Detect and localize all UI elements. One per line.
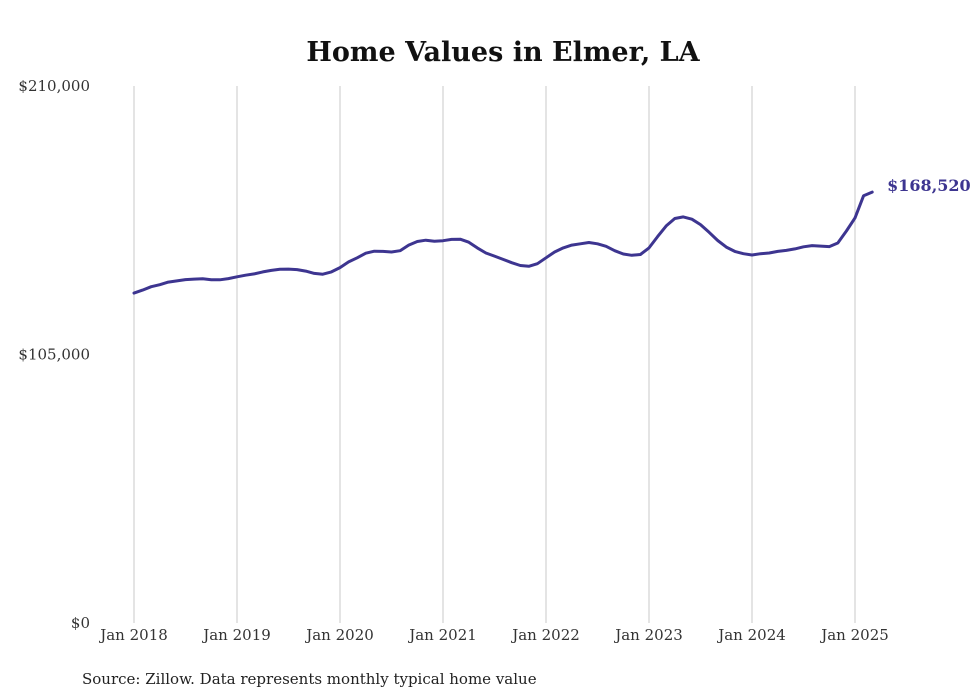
- x-tick-label: Jan 2018: [98, 626, 168, 644]
- x-tick-label: Jan 2021: [407, 626, 477, 644]
- grid-lines: [133, 86, 856, 623]
- x-tick-label: Jan 2022: [510, 626, 580, 644]
- x-tick-label: Jan 2023: [613, 626, 683, 644]
- y-tick-label: $0: [71, 614, 90, 632]
- chart-title: Home Values in Elmer, LA: [306, 37, 700, 68]
- x-tick-label: Jan 2019: [201, 626, 271, 644]
- y-tick-label: $105,000: [18, 346, 90, 364]
- latest-value-label: $168,520: [887, 176, 971, 195]
- x-tick-label: Jan 2020: [304, 626, 374, 644]
- source-note: Source: Zillow. Data represents monthly …: [82, 670, 537, 688]
- home-value-line: [132, 190, 874, 295]
- y-tick-label: $210,000: [18, 77, 90, 95]
- x-tick-label: Jan 2024: [716, 626, 786, 644]
- x-axis-ticks: Jan 2018 Jan 2019 Jan 2020 Jan 2021 Jan 2022…: [98, 626, 889, 644]
- y-axis-ticks: $0 $105,000 $210,000: [18, 77, 90, 632]
- x-tick-label: Jan 2025: [819, 626, 889, 644]
